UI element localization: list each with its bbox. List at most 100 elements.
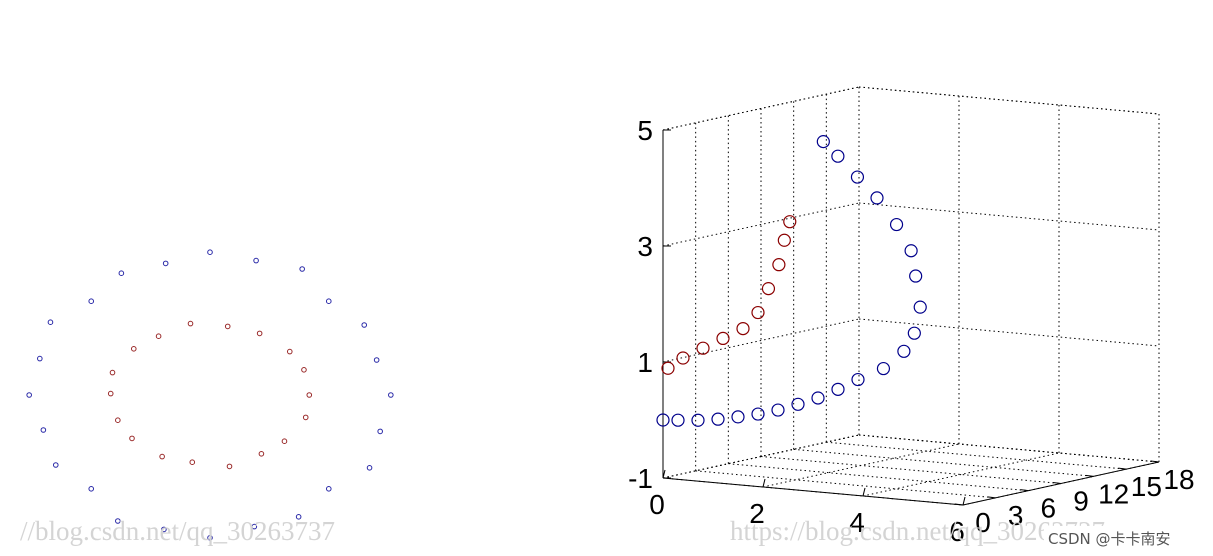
point xyxy=(224,323,231,330)
point xyxy=(107,390,114,397)
watermark: https://blog.csdn.net/qq_30263737 xyxy=(730,516,1105,546)
point xyxy=(299,266,305,272)
tick-mark xyxy=(1150,460,1160,463)
point xyxy=(40,427,47,433)
tick-mark xyxy=(1020,489,1029,492)
grid-line xyxy=(728,463,1029,492)
z-tick-label: -1 xyxy=(628,463,653,494)
x-tick-label: 2 xyxy=(749,498,765,529)
point xyxy=(118,270,125,277)
y-tick-label: 3 xyxy=(1008,500,1024,531)
tick-mark xyxy=(862,487,866,497)
point xyxy=(816,135,830,149)
y-tick-label: 0 xyxy=(975,507,991,538)
point xyxy=(761,282,776,296)
point xyxy=(751,305,765,320)
point xyxy=(736,322,750,336)
point xyxy=(388,392,394,398)
z-tick-label: 1 xyxy=(637,347,653,378)
x-tick-label: 4 xyxy=(849,507,865,538)
point xyxy=(281,438,288,445)
point xyxy=(52,462,59,468)
grid-line xyxy=(826,441,1127,470)
point xyxy=(187,320,194,327)
point xyxy=(162,260,169,267)
watermark: //blog.csdn.net/qq_30263737 xyxy=(20,516,335,546)
point xyxy=(115,518,121,524)
point xyxy=(253,257,259,264)
y-tick-label: 18 xyxy=(1163,464,1194,495)
point xyxy=(661,361,675,375)
point xyxy=(306,392,313,398)
point xyxy=(791,397,805,411)
point xyxy=(377,428,383,435)
point xyxy=(189,459,196,466)
point xyxy=(909,269,923,283)
tick-mark xyxy=(662,469,666,479)
point xyxy=(302,414,309,421)
point xyxy=(161,526,167,533)
tick-mark xyxy=(1118,467,1127,470)
x-tick-label: 0 xyxy=(649,489,665,520)
point xyxy=(207,535,213,541)
point xyxy=(159,453,165,460)
point xyxy=(155,333,162,340)
y-tick-label: 9 xyxy=(1073,486,1089,517)
credit: CSDN @卡卡南安 xyxy=(1048,530,1171,548)
x-axis xyxy=(662,477,964,506)
tick-mark xyxy=(954,503,964,506)
point xyxy=(691,413,705,427)
point xyxy=(771,403,785,417)
point xyxy=(751,407,765,421)
x-tick-label: 6 xyxy=(949,516,965,547)
point xyxy=(115,417,121,424)
point xyxy=(851,372,865,387)
tick-mark xyxy=(987,496,996,499)
credit-box xyxy=(1044,526,1204,550)
y-tick-label: 12 xyxy=(1098,478,1129,509)
point xyxy=(88,486,95,492)
point xyxy=(772,258,786,272)
point xyxy=(656,413,670,427)
point xyxy=(731,410,745,424)
point xyxy=(251,523,258,530)
grid-line xyxy=(858,318,1160,347)
grid-line xyxy=(858,202,1160,231)
grid-line xyxy=(862,452,1060,497)
y-tick-label: 6 xyxy=(1041,493,1057,524)
point xyxy=(373,357,380,363)
point xyxy=(850,170,865,184)
point xyxy=(325,486,332,492)
point xyxy=(870,191,884,205)
tick-mark xyxy=(1085,474,1094,477)
point xyxy=(129,435,135,442)
point xyxy=(256,330,263,337)
point xyxy=(109,369,116,376)
point xyxy=(226,463,233,470)
grid-line xyxy=(858,434,1160,463)
point xyxy=(47,319,54,326)
point xyxy=(295,514,302,520)
point xyxy=(301,367,307,373)
grid-line xyxy=(858,86,1160,115)
point xyxy=(676,351,690,365)
point xyxy=(811,391,825,405)
point xyxy=(325,298,332,305)
grid-line xyxy=(793,448,1094,477)
point xyxy=(913,300,927,314)
point xyxy=(876,361,891,376)
point xyxy=(889,217,904,232)
point xyxy=(207,249,213,255)
point xyxy=(88,298,95,305)
grid-line xyxy=(662,318,860,363)
tick-mark xyxy=(962,496,966,506)
point xyxy=(897,344,911,358)
point xyxy=(904,244,918,258)
point xyxy=(783,215,797,229)
point xyxy=(366,465,373,471)
grid-line xyxy=(662,202,860,247)
point xyxy=(716,331,730,345)
point xyxy=(711,412,725,426)
point xyxy=(258,451,265,457)
